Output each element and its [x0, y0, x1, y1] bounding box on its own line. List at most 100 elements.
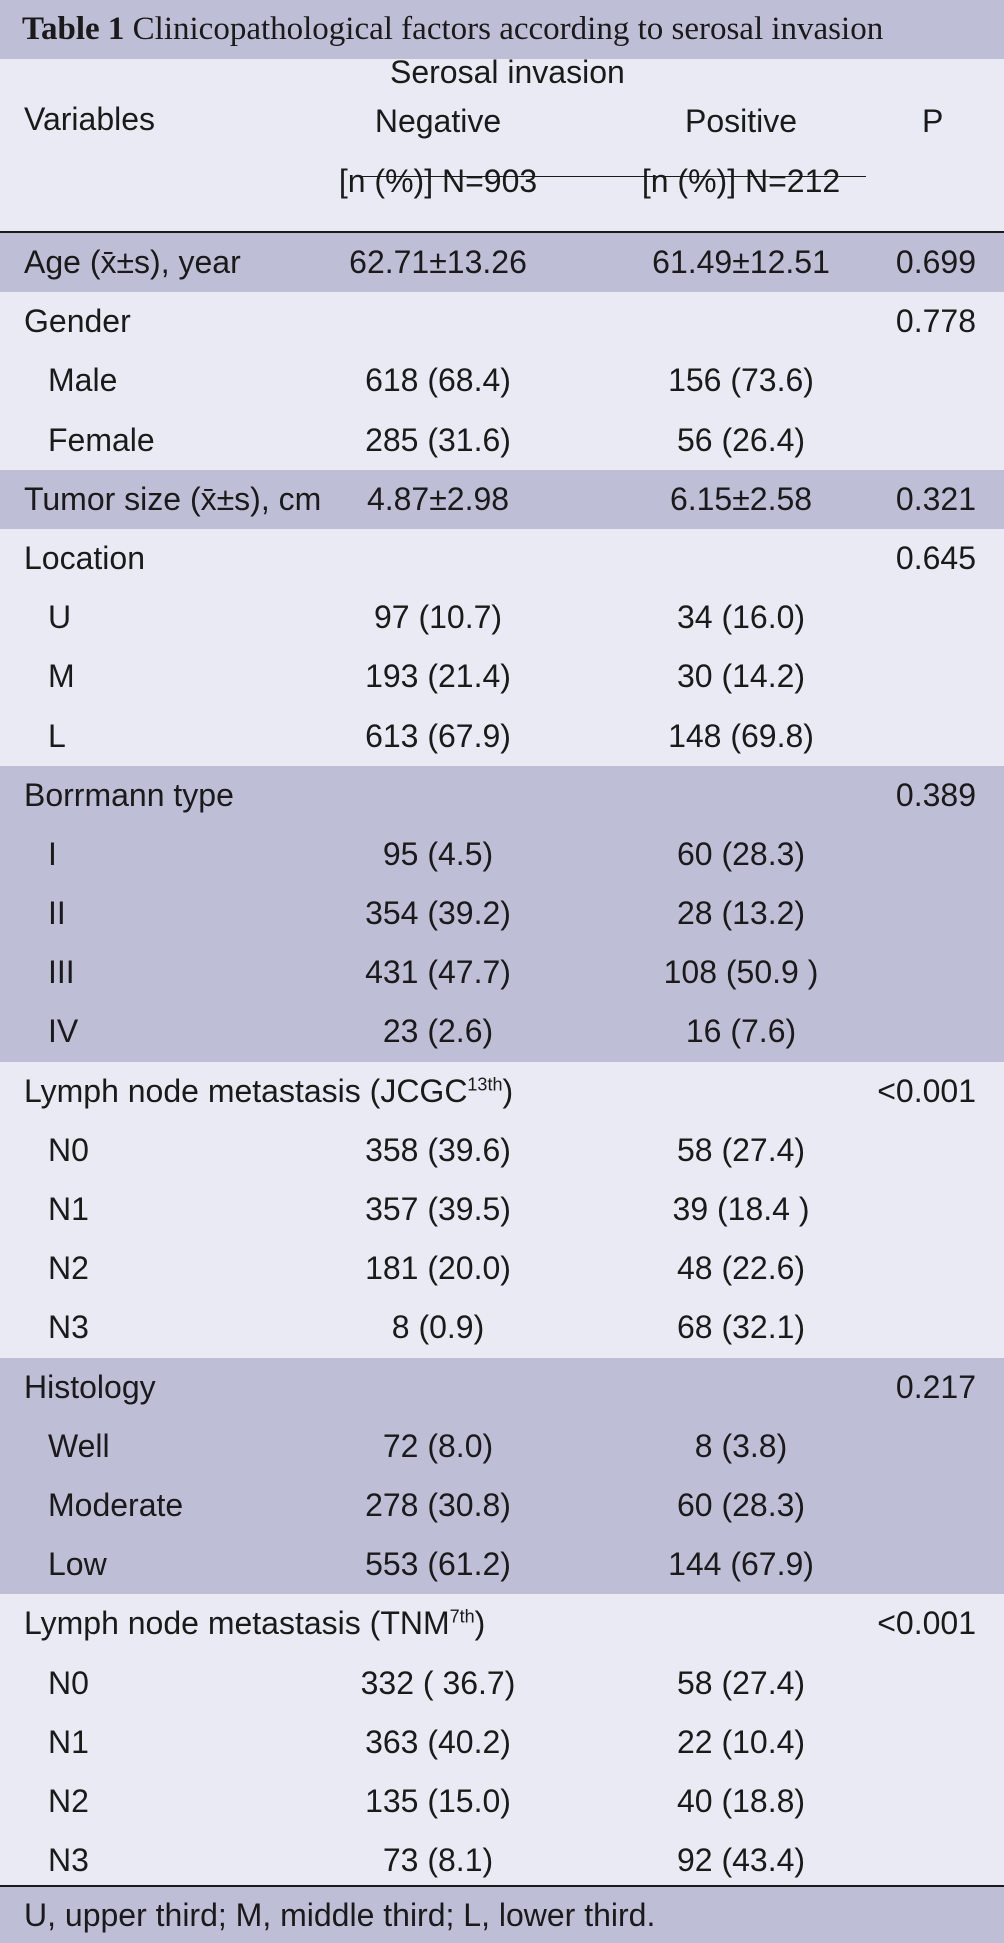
cell-positive: 30 (14.2) [676, 658, 806, 695]
cell-variable-text: Histology [24, 1368, 156, 1405]
header-rule [0, 231, 1004, 233]
cell-negative: 357 (39.5) [365, 1191, 511, 1227]
cell-negative: 23 (2.6) [382, 1013, 494, 1050]
cell-negative: 8 (0.9) [391, 1309, 485, 1346]
cell-positive: 58 (27.4) [676, 1664, 806, 1701]
cell-positive: 40 (18.8) [676, 1782, 806, 1819]
cell-positive: 68 (32.1) [676, 1309, 806, 1346]
cell-variable-text: IV [48, 1013, 79, 1050]
table-row: N3 8 (0.9) 68 (32.1) [0, 1298, 1004, 1357]
table-row: II 354 (39.2) 28 (13.2) [0, 884, 1004, 944]
cell-variable-text: N0 [48, 1131, 89, 1168]
cell-variable-text: N2 [48, 1782, 89, 1819]
table-title: Table 1 Clinicopathological factors acco… [0, 0, 1004, 59]
cell-variable: N0 [48, 1121, 89, 1180]
cell-variable-text: N1 [48, 1191, 89, 1227]
cell-variable: Female [48, 411, 155, 470]
table-row: Age (x̄±s), year 62.71±13.26 61.49±12.51 0.… [0, 233, 1004, 293]
cell-positive: 39 (18.4 ) [672, 1191, 810, 1227]
cell-positive: 6.15±2.58 [669, 480, 813, 517]
cell-negative: 72 (8.0) [382, 1427, 494, 1464]
table-row: Tumor size (x̄±s), cm 4.87±2.98 6.15±2.58 0… [0, 469, 1004, 529]
cell-variable: N3 [48, 1831, 89, 1890]
cell-positive: 56 (26.4) [676, 421, 806, 458]
cell-positive: 144 (67.9) [668, 1546, 814, 1583]
cell-positive: 60 (28.3) [676, 1486, 806, 1523]
cell-variable-text: Tumor size (x̄±s), cm [24, 480, 322, 517]
group-header-underline [358, 176, 866, 177]
cell-variable: Lymph node metastasis (JCGC13th) [24, 1062, 513, 1121]
table-row: Gender 0.778 [0, 292, 1004, 351]
cell-variable-text: U [48, 599, 72, 636]
footer-rule [0, 1885, 1004, 1887]
cell-positive: 60 (28.3) [676, 835, 806, 872]
table-row: Low 553 (61.2) 144 (67.9) [0, 1535, 1004, 1595]
cell-variable-text: Lymph node metastasis (JCGC [24, 1072, 468, 1109]
cell-variable: Tumor size (x̄±s), cm [24, 470, 321, 529]
table-row: IV 23 (2.6) 16 (7.6) [0, 1002, 1004, 1062]
table-header: Serosal invasion Variables Negative [n (… [0, 54, 1004, 231]
cell-variable: L [48, 707, 66, 766]
cell-variable: Borrmann type [24, 766, 234, 825]
cell-variable-text: M [48, 658, 75, 695]
table-row: U 97 (10.7) 34 (16.0) [0, 588, 1004, 647]
table-row: N0 332 ( 36.7) 58 (27.4) [0, 1654, 1004, 1713]
table-row: Female 285 (31.6) 56 (26.4) [0, 411, 1004, 470]
table-body: Age (x̄±s), year 62.71±13.26 61.49±12.51 0.… [0, 233, 1004, 1890]
cell-positive: 148 (69.8) [668, 717, 814, 754]
group-header-serosal-invasion: Serosal invasion [390, 54, 625, 90]
table-row: N0 358 (39.6) 58 (27.4) [0, 1121, 1004, 1180]
cell-variable: N1 [48, 1180, 89, 1239]
table-footnote: U, upper third; M, middle third; L, lowe… [0, 1887, 1004, 1943]
cell-variable-text: I [48, 835, 57, 872]
table-row: Lymph node metastasis (TNM7th) <0.001 [0, 1594, 1004, 1653]
cell-variable: IV [48, 1002, 78, 1061]
cell-positive: 108 (50.9 ) [663, 954, 819, 991]
cell-positive: 8 (3.8) [694, 1427, 788, 1464]
cell-positive: 48 (22.6) [676, 1250, 806, 1287]
cell-negative: 181 (20.0) [365, 1250, 511, 1287]
cell-variable-text: Well [48, 1427, 110, 1464]
cell-variable: N1 [48, 1713, 89, 1772]
table-row: N2 135 (15.0) 40 (18.8) [0, 1772, 1004, 1831]
cell-negative: 73 (8.1) [382, 1842, 494, 1879]
cell-p-value: 0.389 [895, 776, 976, 813]
cell-p-value: 0.645 [895, 539, 976, 576]
cell-variable-text: Moderate [48, 1486, 184, 1523]
table-row: Male 618 (68.4) 156 (73.6) [0, 351, 1004, 410]
cell-positive: 58 (27.4) [676, 1131, 806, 1168]
cell-variable-tail: ) [502, 1072, 514, 1109]
table-row: L 613 (67.9) 148 (69.8) [0, 707, 1004, 766]
cell-variable-text: II [48, 895, 66, 932]
cell-variable-text: N1 [48, 1723, 89, 1760]
cell-p-value: 0.217 [895, 1368, 976, 1405]
cell-variable-text: Low [48, 1546, 107, 1583]
cell-variable: Histology [24, 1358, 156, 1417]
cell-variable-text: N2 [48, 1250, 89, 1287]
cell-variable: Moderate [48, 1476, 183, 1535]
cell-negative: 332 ( 36.7) [360, 1664, 516, 1701]
table-row: Borrmann type 0.389 [0, 765, 1004, 825]
cell-variable-text: N0 [48, 1664, 89, 1701]
cell-positive: 16 (7.6) [685, 1013, 797, 1050]
column-header-positive-sub: [n (%)] N=212 [641, 163, 841, 199]
cell-variable-superscript: 13th [467, 1073, 503, 1094]
cell-variable-text: Age (x̄±s), year [24, 244, 241, 280]
cell-negative: 431 (47.7) [365, 954, 511, 991]
cell-negative: 613 (67.9) [365, 717, 511, 754]
column-header-negative: Negative [374, 103, 502, 139]
table-row: I 95 (4.5) 60 (28.3) [0, 824, 1004, 885]
cell-variable-text: III [48, 954, 75, 991]
table-row: N1 363 (40.2) 22 (10.4) [0, 1713, 1004, 1772]
cell-variable: N2 [48, 1772, 89, 1831]
table-row: N1 357 (39.5) 39 (18.4 ) [0, 1180, 1004, 1239]
cell-variable: N0 [48, 1654, 89, 1713]
cell-variable: U [48, 588, 71, 647]
cell-variable-text: L [48, 717, 66, 754]
cell-variable-text: Location [24, 539, 145, 576]
table-row: N2 181 (20.0) 48 (22.6) [0, 1239, 1004, 1298]
column-header-negative-sub: [n (%)] N=903 [338, 163, 538, 199]
table-row: Well 72 (8.0) 8 (3.8) [0, 1416, 1004, 1476]
cell-negative: 62.71±13.26 [349, 244, 527, 280]
cell-variable: Low [48, 1535, 107, 1594]
